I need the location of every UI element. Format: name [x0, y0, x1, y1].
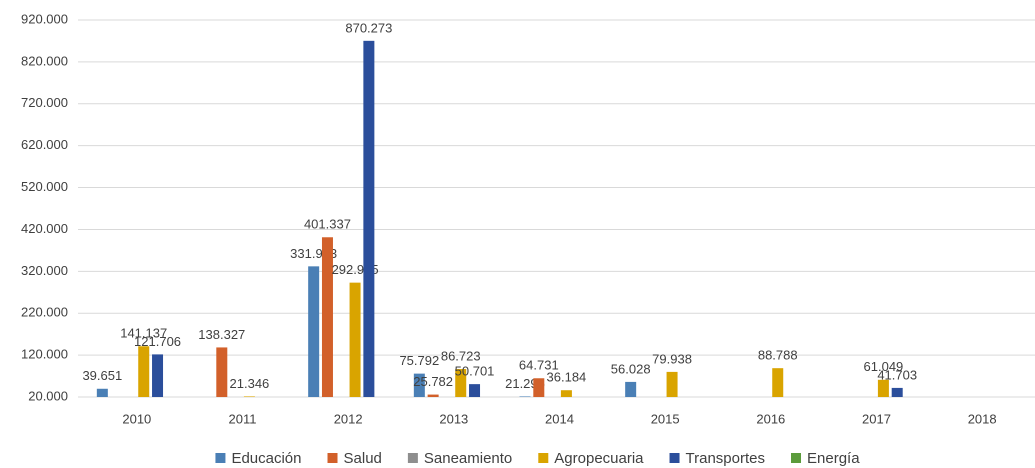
bar [772, 368, 784, 397]
bar [469, 384, 481, 397]
bar [455, 369, 467, 397]
x-tick-label: 2015 [651, 411, 680, 426]
bar [413, 373, 425, 397]
y-tick-label: 920.000 [21, 11, 68, 26]
bar [666, 371, 678, 397]
data-label: 121.706 [134, 334, 181, 349]
bar [625, 381, 637, 397]
data-label: 39.651 [82, 368, 122, 383]
legend-label: Saneamiento [424, 450, 512, 467]
data-label: 86.723 [441, 348, 481, 363]
data-label: 870.273 [345, 20, 392, 35]
y-tick-label: 320.000 [21, 263, 68, 278]
bar [877, 379, 889, 397]
legend-swatch [407, 453, 418, 463]
legend-swatch [327, 453, 338, 463]
bar [216, 347, 228, 397]
x-tick-label: 2011 [229, 411, 257, 426]
data-label: 50.701 [455, 364, 495, 379]
data-label: 88.788 [758, 348, 798, 363]
bar [891, 387, 903, 397]
bar [96, 388, 108, 397]
data-label: 141.137 [120, 326, 167, 341]
data-label: 21.346 [230, 376, 270, 391]
y-tick-label: 20.000 [28, 388, 68, 403]
bar [349, 282, 361, 397]
bar [427, 394, 439, 397]
y-tick-label: 620.000 [21, 137, 68, 152]
data-label: 36.184 [547, 370, 587, 385]
y-tick-label: 420.000 [21, 221, 68, 236]
bar [321, 237, 333, 397]
bar [152, 354, 164, 397]
data-label: 401.337 [304, 217, 351, 232]
legend-label: Transportes [686, 450, 765, 467]
x-tick-label: 2012 [334, 411, 363, 426]
x-tick-label: 2017 [862, 411, 891, 426]
y-tick-label: 220.000 [21, 305, 68, 320]
legend-swatch [791, 453, 802, 463]
data-label: 79.938 [652, 351, 692, 366]
legend-swatch [669, 453, 680, 463]
data-label: 56.028 [611, 361, 651, 376]
y-tick-label: 520.000 [21, 179, 68, 194]
x-tick-label: 2016 [756, 411, 785, 426]
legend-swatch [538, 453, 549, 463]
data-label: 75.792 [399, 353, 439, 368]
bar [363, 40, 375, 398]
x-tick-label: 2018 [968, 411, 997, 426]
x-tick-label: 2014 [545, 411, 574, 426]
x-tick-label: 2013 [439, 411, 468, 426]
y-tick-label: 820.000 [21, 53, 68, 68]
data-label: 41.703 [877, 367, 917, 382]
bar [519, 396, 531, 397]
legend-label: Agropecuaria [554, 450, 644, 467]
data-label: 64.731 [519, 358, 559, 373]
bar [243, 396, 255, 397]
data-label: 138.327 [198, 327, 245, 342]
legend: Educación Salud Saneamiento Agropecuaria Tra… [215, 450, 860, 467]
legend-label: Energía [807, 450, 860, 467]
y-tick-label: 720.000 [21, 95, 68, 110]
y-tick-label: 120.000 [21, 347, 68, 362]
bar [308, 266, 320, 397]
data-label: 25.782 [413, 374, 453, 389]
x-tick-label: 2010 [122, 411, 151, 426]
legend-swatch [215, 453, 226, 463]
data-label: 61.049 [864, 359, 904, 374]
bar [138, 346, 150, 397]
bar [533, 378, 545, 397]
legend-label: Educación [231, 450, 301, 467]
bar [560, 390, 572, 397]
legend-label: Salud [344, 450, 382, 467]
